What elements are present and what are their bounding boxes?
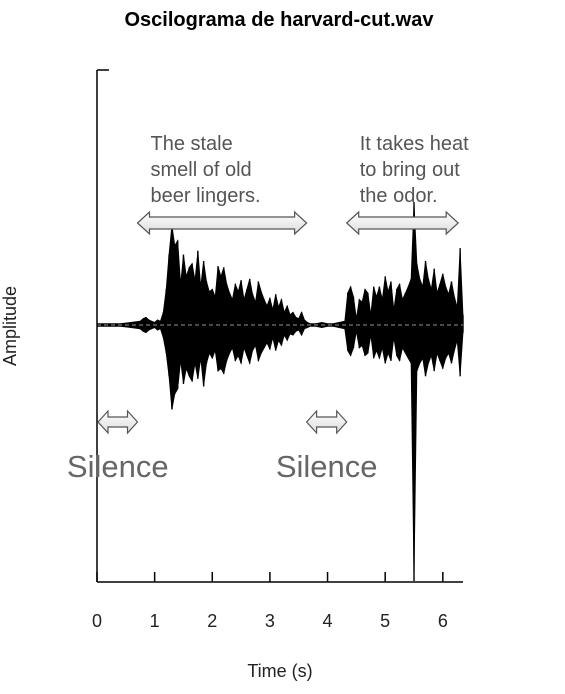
- x-tick-label: 6: [438, 611, 448, 631]
- waveform-series: [97, 202, 463, 581]
- x-tick-label: 4: [323, 611, 333, 631]
- phrase-label-line: to bring out: [360, 159, 461, 181]
- x-ticks: 0 1 2 3 4 5 6: [92, 572, 448, 631]
- x-tick-label: 3: [265, 611, 275, 631]
- silence-arrow: [98, 411, 138, 433]
- phrase-label-line: smell of old: [150, 159, 251, 181]
- x-tick-label: 2: [207, 611, 217, 631]
- phrase-label-line: The stale: [150, 133, 232, 155]
- phrase-arrow: [138, 212, 307, 234]
- silence-label: Silence: [67, 449, 169, 484]
- waveform-envelope: [97, 202, 463, 581]
- silence-label: Silence: [276, 449, 378, 484]
- phrase-arrow: [347, 212, 459, 234]
- phrase-label-line: beer lingers.: [150, 185, 260, 207]
- x-tick-label: 1: [150, 611, 160, 631]
- phrase-label-line: the odor.: [360, 185, 438, 207]
- x-tick-label: 0: [92, 611, 102, 631]
- x-tick-label: 5: [380, 611, 390, 631]
- chart-title: Oscilograma de harvard-cut.wav: [124, 9, 434, 31]
- silence-arrow: [307, 411, 347, 433]
- y-axis-label: Amplitude: [0, 286, 20, 366]
- x-axis-label: Time (s): [247, 661, 312, 681]
- phrase-label-line: It takes heat: [360, 133, 469, 155]
